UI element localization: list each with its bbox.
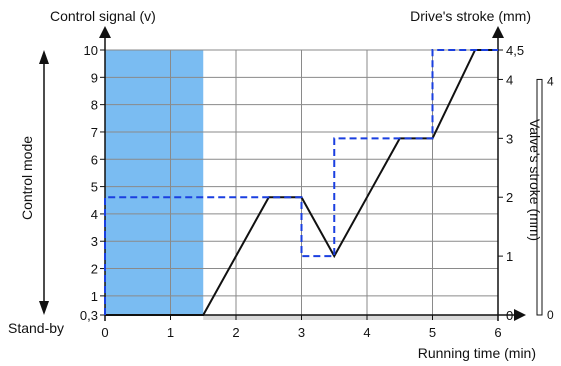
y-left-tick-label: 4 — [91, 207, 98, 222]
valve-scale-max-label: 4 — [547, 74, 554, 88]
control-mode-label: Control mode — [19, 136, 35, 220]
y-left-axis-title: Control signal (v) — [50, 8, 156, 24]
series-line-solid — [105, 49, 498, 316]
valve-scale-bar — [536, 78, 543, 316]
y-left-tick-label: 9 — [91, 70, 98, 85]
x-axis-title: Running time (min) — [418, 345, 536, 361]
x-tick-label: 6 — [494, 325, 501, 340]
y-left-tick-label: 0,3 — [80, 308, 98, 323]
baseline-band — [203, 315, 498, 320]
x-tick-label: 2 — [232, 325, 239, 340]
y-left-tick-label: 10 — [84, 43, 98, 58]
x-tick-label: 3 — [298, 325, 305, 340]
control-mode-arrow-bottom — [39, 301, 49, 315]
control-mode-arrow-top — [39, 50, 49, 64]
x-tick-label: 1 — [167, 325, 174, 340]
x-tick-label: 5 — [429, 325, 436, 340]
y-right-tick-label: 4 — [506, 72, 513, 87]
y-right-tick-label: 2 — [506, 190, 513, 205]
valve-scale-min-label: 0 — [547, 308, 554, 322]
y-right-tick-label: 4,5 — [506, 43, 524, 58]
shaded-region — [105, 50, 204, 315]
y-left-tick-label: 6 — [91, 152, 98, 167]
y-left-tick-label: 8 — [91, 98, 98, 113]
y-left-tick-label: 7 — [91, 125, 98, 140]
y-left-tick-label: 1 — [91, 289, 98, 304]
stand-by-label: Stand-by — [8, 320, 64, 336]
x-tick-label: 4 — [363, 325, 370, 340]
y-right-axis-title: Drive's stroke (mm) — [410, 8, 531, 24]
valve-scale-title: Valve's stroke (mm) — [527, 119, 543, 241]
y-right-tick-label: 3 — [506, 131, 513, 146]
y-right-tick-label: 1 — [506, 249, 513, 264]
y-left-tick-label: 5 — [91, 180, 98, 195]
y-left-tick-label: 3 — [91, 234, 98, 249]
y-left-tick-label: 2 — [91, 262, 98, 277]
y-right-tick-label: 0 — [506, 308, 513, 323]
x-tick-label: 0 — [101, 325, 108, 340]
